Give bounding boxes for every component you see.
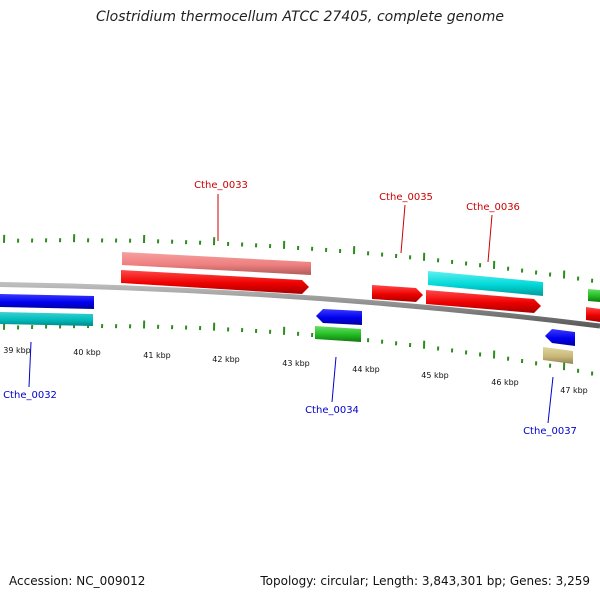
genome-summary-text: Topology: circular; Length: 3,843,301 bp… [260,574,590,588]
gene-label-cthe-0034[interactable]: Cthe_0034 [305,405,359,416]
feature-cthe-0036[interactable] [428,271,543,296]
accession-text: Accession: NC_009012 [9,574,146,588]
tick-label-42: 42 kbp [212,355,240,364]
leader-cthe-0037 [547,376,554,424]
upper-tick-track [3,234,594,283]
feature-cthe-0033[interactable] [122,252,311,275]
tick-label-46: 46 kbp [491,378,519,387]
genome-backbone [0,282,600,329]
gene-right-edge-red[interactable] [586,307,600,322]
gene-cthe-0032[interactable] [0,294,94,309]
feature-cthe-0032[interactable] [0,312,93,326]
tick-label-40: 40 kbp [73,348,101,357]
gene-label-cthe-0033[interactable]: Cthe_0033 [194,180,248,191]
gene-label-cthe-0036[interactable]: Cthe_0036 [466,202,520,213]
gene-cthe-0034[interactable] [316,309,362,325]
gene-label-cthe-0037[interactable]: Cthe_0037 [523,426,577,437]
tick-label-39: 39 kbp [3,346,31,355]
leader-cthe-0035 [400,204,406,254]
gene-cthe-0035[interactable] [372,285,423,302]
tick-label-41: 41 kbp [143,351,171,360]
gene-cthe-0037[interactable] [545,329,575,346]
tick-label-44: 44 kbp [352,365,380,374]
gene-label-cthe-0032[interactable]: Cthe_0032 [3,390,57,401]
feature-right-edge-green[interactable] [588,289,600,302]
tick-label-43: 43 kbp [282,359,310,368]
gene-cthe-0033[interactable] [121,270,309,294]
tick-label-45: 45 kbp [421,371,449,380]
leader-cthe-0034 [331,356,337,403]
lower-tick-track [3,320,594,376]
tick-label-47: 47 kbp [560,386,588,395]
map-title: Clostridium thermocellum ATCC 27405, com… [96,9,504,25]
leader-cthe-0032 [28,341,32,388]
feature-cthe-0034[interactable] [315,326,361,342]
gene-cthe-0036[interactable] [426,290,541,313]
leader-cthe-0036 [487,214,493,263]
gene-label-cthe-0035[interactable]: Cthe_0035 [379,192,433,203]
feature-cthe-0037[interactable] [543,347,573,364]
